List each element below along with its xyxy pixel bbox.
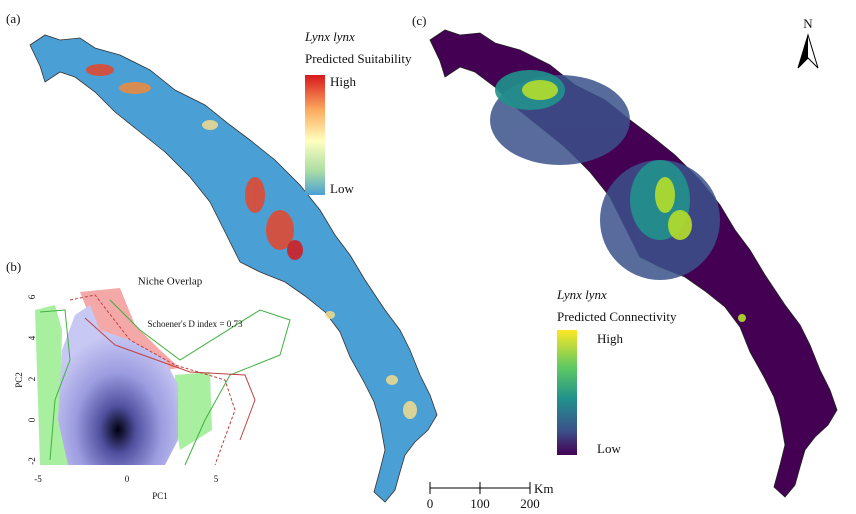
suitability-colorbar: [305, 75, 325, 195]
panel-label: (a): [6, 11, 20, 26]
x-axis-label: PC1: [152, 491, 168, 501]
y-tick-label: 2: [27, 377, 37, 382]
legend-title: Predicted Connectivity: [557, 309, 677, 324]
panel-label: (c): [412, 13, 426, 28]
connectivity-colorbar: [557, 330, 577, 455]
overlap-density: [58, 305, 178, 465]
green-region: [35, 305, 75, 465]
y-tick-label: 4: [27, 335, 37, 340]
connectivity-map: [429, 29, 838, 498]
y-tick-label: -2: [27, 457, 37, 465]
scale-unit: Km: [534, 481, 554, 496]
plot-title: Niche Overlap: [138, 276, 203, 288]
niche-plot: [35, 288, 291, 466]
legend-species: Lynx lynx: [304, 29, 355, 44]
legend-low: Low: [597, 441, 621, 456]
contour: [109, 299, 291, 466]
y-tick-label: 6: [27, 294, 37, 299]
legend-high: High: [597, 331, 624, 346]
panel-label: (b): [6, 259, 21, 274]
suitability-map: [29, 34, 438, 503]
legend-high: High: [330, 74, 357, 89]
scale-tick-label: 100: [470, 496, 490, 511]
y-axis-label: PC2: [14, 372, 24, 388]
legend-low: Low: [330, 181, 354, 196]
x-tick-label: -5: [34, 474, 42, 484]
x-tick-label: 0: [125, 474, 130, 484]
contour: [84, 317, 256, 441]
legend-title: Predicted Suitability: [305, 51, 412, 66]
north-label: N: [803, 16, 813, 31]
annotation: Schoener's D index = 0.73: [148, 319, 243, 329]
scale-tick-label: 0: [427, 496, 434, 511]
north-arrow: [798, 35, 808, 68]
pink-region: [80, 288, 180, 372]
x-tick-label: 5: [214, 474, 219, 484]
contour: [39, 309, 71, 461]
legend-species: Lynx lynx: [556, 287, 607, 302]
y-tick-label: 0: [27, 417, 37, 422]
contour: [69, 294, 236, 466]
scale-tick-label: 200: [520, 496, 540, 511]
green-region: [175, 372, 212, 450]
